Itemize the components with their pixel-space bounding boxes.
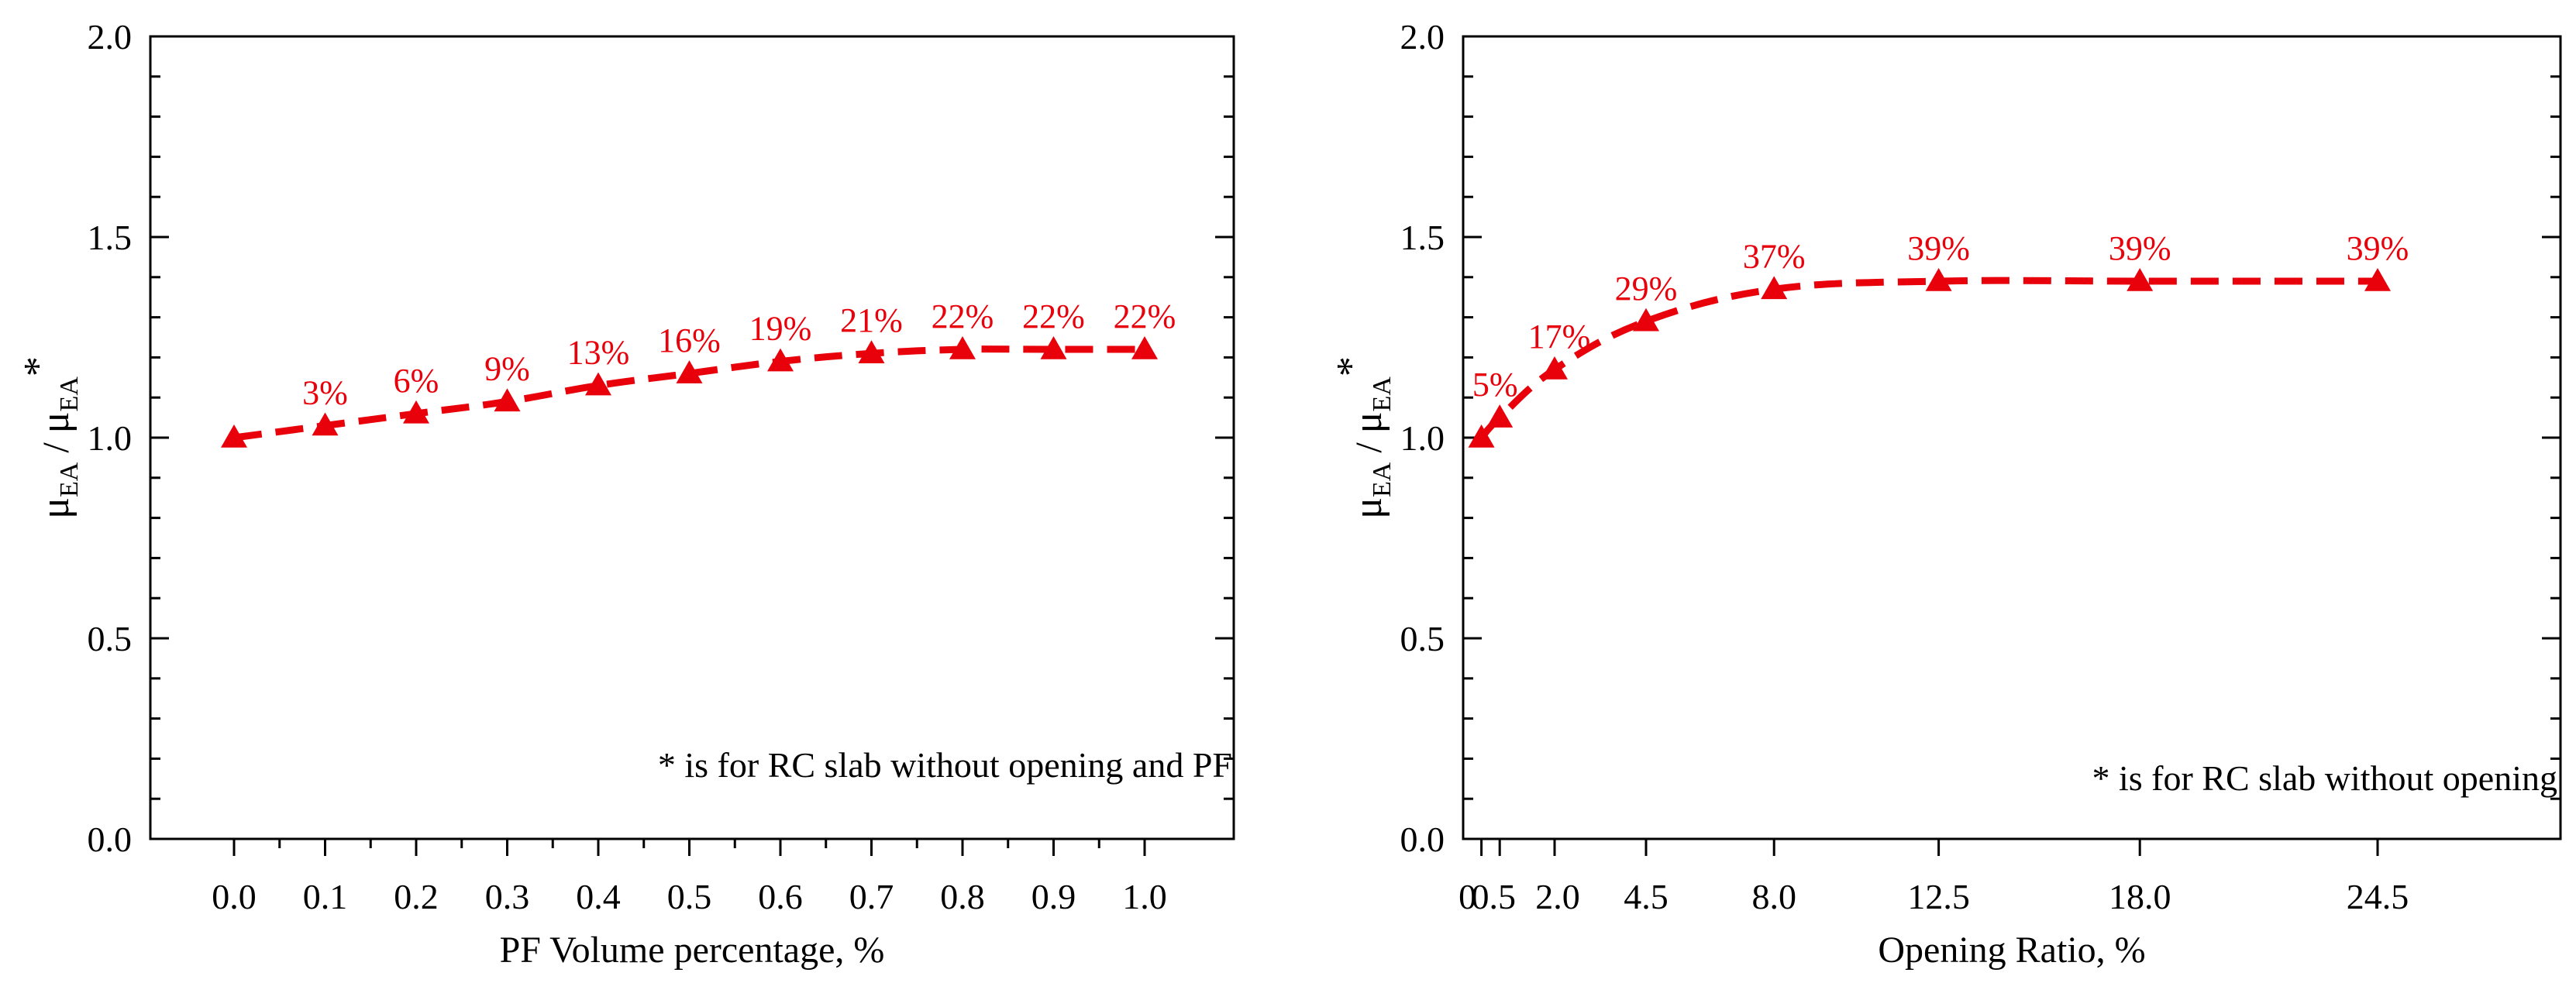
- data-point: [1925, 267, 1952, 291]
- y-title-mu-1: μ: [1346, 497, 1390, 519]
- data-point: [2364, 267, 2391, 291]
- data-point: [221, 424, 247, 448]
- data-point: [1761, 276, 1788, 300]
- chart-right: 0.0 0.5 1.0 1.5 2.0 0 0.5 2.0 4.5 8.0 12.5 18.0 24.5…: [1279, 0, 2576, 1007]
- data-label: 17%: [1528, 318, 1591, 356]
- y-title-sub-2: EA: [55, 376, 84, 412]
- data-label: 16%: [658, 321, 721, 359]
- data-point: [767, 348, 794, 372]
- x-tick-label: 24.5: [2347, 877, 2409, 916]
- x-tick-label: 0.1: [303, 877, 348, 916]
- chart-left-svg: 0.0 0.5 1.0 1.5 2.0 0.0 0.1 0.2 0.3 0.4 0.5 0.6 0.7 0…: [16, 17, 1235, 971]
- y-axis-title: μEA / μEA*: [1329, 356, 1396, 519]
- data-point: [1541, 356, 1568, 380]
- y-tick-label: 0.0: [88, 820, 133, 859]
- data-label: 3%: [302, 373, 348, 411]
- x-tick-label: 0.0: [212, 877, 257, 916]
- x-tick-label: 0.3: [485, 877, 530, 916]
- series-line: [233, 345, 1145, 442]
- plot-frame: [1462, 35, 2562, 840]
- data-point: [949, 336, 976, 359]
- y-title-sub-2: EA: [1368, 376, 1396, 412]
- data-label: 22%: [932, 297, 994, 335]
- data-label: 6%: [394, 362, 439, 400]
- data-label: 22%: [1022, 297, 1085, 335]
- y-title-sep: /: [36, 433, 77, 462]
- y-title-mu-2: μ: [33, 411, 77, 433]
- y-tick-label: 1.5: [88, 218, 133, 257]
- data-label: 22%: [1114, 297, 1176, 335]
- x-tick-label: 0: [1458, 877, 1476, 916]
- y-axis-title: μEA / μEA*: [16, 356, 84, 519]
- x-tick-label: 0.9: [1031, 877, 1076, 916]
- data-label: 5%: [1472, 366, 1518, 404]
- x-tick-label: 0.6: [758, 877, 803, 916]
- data-point: [1468, 424, 1495, 448]
- plot-frame: [149, 35, 1235, 840]
- data-point: [1040, 336, 1067, 359]
- y-tick-label: 2.0: [88, 17, 133, 57]
- y-tick-label: 0.0: [1400, 820, 1445, 859]
- data-label: 21%: [840, 301, 903, 339]
- x-tick-label: 4.5: [1624, 877, 1669, 916]
- x-axis-title: PF Volume percentage, %: [500, 930, 885, 971]
- x-tick-label: 0.2: [394, 877, 439, 916]
- data-point: [403, 400, 429, 424]
- chart-note: * is for RC slab without opening: [2092, 758, 2557, 798]
- y-title-sub-1: EA: [1368, 462, 1396, 497]
- x-tick-label: 0.4: [576, 877, 621, 916]
- y-title-sep: /: [1348, 433, 1390, 462]
- x-tick-label: 0.7: [849, 877, 894, 916]
- x-tick-label: 8.0: [1751, 877, 1796, 916]
- data-label: 13%: [567, 334, 630, 372]
- data-label: 9%: [484, 349, 530, 387]
- data-point: [858, 340, 885, 363]
- data-label: 19%: [749, 310, 812, 348]
- x-tick-label: 1.0: [1122, 877, 1167, 916]
- y-tick-label: 0.5: [1400, 619, 1445, 658]
- x-axis-title: Opening Ratio, %: [1878, 930, 2145, 971]
- x-tick-label: 0.8: [940, 877, 985, 916]
- chart-left: 0.0 0.5 1.0 1.5 2.0 0.0 0.1 0.2 0.3 0.4 0.5 0.6 0.7 0…: [0, 0, 1279, 1007]
- y-title-star: *: [1329, 356, 1373, 376]
- y-tick-label: 1.0: [88, 418, 133, 458]
- data-label: 37%: [1743, 237, 1806, 275]
- data-point: [1131, 336, 1158, 359]
- data-point: [585, 372, 611, 396]
- data-label: 39%: [2347, 229, 2409, 267]
- data-point: [676, 360, 703, 383]
- x-tick-label: 0.5: [1471, 877, 1516, 916]
- x-tick-label: 0.5: [667, 877, 712, 916]
- x-tick-label: 18.0: [2109, 877, 2171, 916]
- x-tick-label: 2.0: [1535, 877, 1580, 916]
- y-tick-label: 1.5: [1400, 218, 1445, 257]
- chart-right-svg: 0.00.51.01.52.000.5 2.0 4.5 8.0 12.5 18.0 24.5…: [1329, 17, 2562, 971]
- data-point: [1633, 308, 1659, 332]
- chart-note: * is for RC slab without opening and PF: [658, 745, 1232, 785]
- data-label: 39%: [2109, 229, 2171, 267]
- data-point: [1486, 404, 1514, 428]
- data-label: 29%: [1615, 270, 1678, 308]
- y-title-mu-1: μ: [33, 497, 77, 519]
- data-label: 39%: [1907, 229, 1970, 267]
- y-title-mu-2: μ: [1346, 411, 1390, 433]
- data-point: [2127, 267, 2154, 291]
- data-point: [312, 412, 339, 436]
- y-tick-label: 0.5: [88, 619, 133, 658]
- y-tick-label: 1.0: [1400, 418, 1445, 458]
- series-line: [1479, 277, 2378, 441]
- y-tick-label: 2.0: [1400, 17, 1445, 57]
- x-tick-label: 12.5: [1907, 877, 1970, 916]
- y-title-star: *: [16, 356, 60, 376]
- y-title-sub-1: EA: [55, 462, 84, 497]
- data-point: [494, 388, 521, 412]
